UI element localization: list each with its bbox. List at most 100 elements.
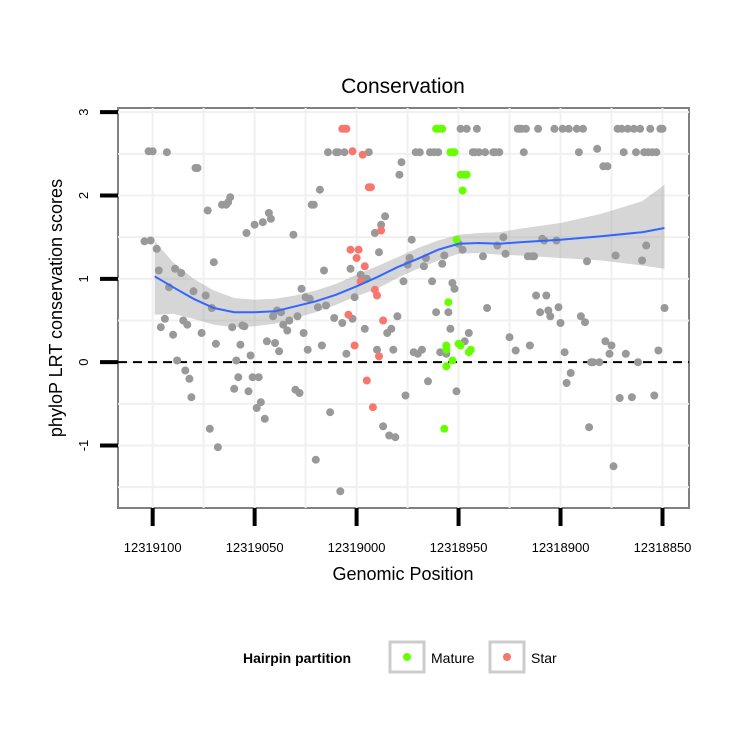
point-other bbox=[185, 374, 194, 383]
point-mature bbox=[440, 424, 449, 433]
point-other bbox=[271, 339, 279, 347]
point-other bbox=[511, 346, 520, 355]
point-other bbox=[589, 358, 598, 367]
point-other bbox=[209, 258, 218, 267]
point-mature bbox=[442, 362, 451, 371]
point-other bbox=[162, 148, 171, 157]
point-other bbox=[181, 366, 190, 375]
point-other bbox=[373, 345, 381, 354]
point-other bbox=[505, 333, 514, 342]
point-other bbox=[148, 147, 157, 156]
point-other bbox=[621, 349, 630, 358]
point-star bbox=[358, 150, 367, 159]
x-tick-label: 12318850 bbox=[634, 540, 692, 555]
point-other bbox=[405, 254, 414, 262]
point-other bbox=[638, 256, 647, 265]
point-other bbox=[320, 266, 328, 275]
point-other bbox=[297, 284, 306, 293]
point-other bbox=[456, 124, 465, 133]
point-other bbox=[213, 443, 222, 452]
point-star bbox=[375, 352, 383, 361]
point-other bbox=[536, 308, 545, 317]
x-tick-label: 12319050 bbox=[226, 540, 284, 555]
x-axis-label: Genomic Position bbox=[332, 564, 473, 584]
point-other bbox=[262, 337, 271, 346]
point-other bbox=[519, 148, 528, 157]
point-other bbox=[250, 220, 259, 229]
x-tick-label: 12319100 bbox=[124, 540, 182, 555]
point-other bbox=[303, 345, 312, 354]
point-star bbox=[377, 226, 386, 235]
point-star bbox=[350, 341, 359, 350]
chart-title: Conservation bbox=[341, 75, 465, 98]
point-other bbox=[399, 277, 408, 286]
point-mature bbox=[448, 356, 457, 365]
point-other bbox=[401, 391, 410, 400]
point-other bbox=[652, 148, 661, 157]
point-star bbox=[346, 245, 355, 254]
point-star bbox=[360, 262, 369, 271]
point-other bbox=[385, 431, 394, 440]
point-other bbox=[232, 356, 241, 365]
x-tick-label: 12318900 bbox=[532, 540, 590, 555]
point-other bbox=[154, 266, 163, 275]
point-other bbox=[346, 264, 355, 273]
point-other bbox=[226, 193, 235, 202]
point-other bbox=[389, 345, 398, 354]
point-other bbox=[554, 303, 563, 312]
point-other bbox=[438, 259, 447, 268]
point-mature bbox=[438, 124, 447, 133]
point-other bbox=[201, 291, 210, 300]
point-other bbox=[309, 200, 318, 209]
point-other bbox=[330, 314, 339, 322]
point-other bbox=[619, 148, 628, 157]
point-other bbox=[146, 236, 155, 245]
point-other bbox=[295, 389, 304, 397]
point-other bbox=[171, 264, 180, 273]
point-other bbox=[464, 329, 473, 337]
point-other bbox=[240, 322, 249, 331]
point-other bbox=[364, 148, 373, 157]
point-other bbox=[244, 387, 253, 396]
point-other bbox=[436, 348, 445, 357]
point-other bbox=[479, 252, 487, 261]
y-tick-label: -1 bbox=[76, 440, 91, 452]
point-other bbox=[285, 316, 294, 325]
legend-label-mature: Mature bbox=[431, 650, 475, 666]
point-mature bbox=[444, 298, 453, 307]
point-star bbox=[362, 376, 371, 385]
point-mature bbox=[442, 341, 451, 350]
point-other bbox=[546, 312, 555, 321]
point-other bbox=[334, 148, 343, 157]
point-other bbox=[173, 356, 182, 365]
point-other bbox=[424, 377, 432, 386]
point-other bbox=[203, 206, 212, 215]
point-other bbox=[256, 398, 265, 407]
point-other bbox=[266, 214, 275, 223]
point-other bbox=[434, 148, 443, 157]
point-other bbox=[299, 329, 308, 337]
point-other bbox=[360, 324, 369, 333]
point-other bbox=[183, 320, 192, 329]
point-other bbox=[370, 229, 379, 237]
point-other bbox=[562, 379, 571, 387]
point-other bbox=[248, 373, 257, 382]
point-mature bbox=[456, 341, 465, 350]
point-other bbox=[576, 312, 585, 321]
x-tick-label: 12319000 bbox=[328, 540, 386, 555]
point-other bbox=[581, 318, 589, 327]
point-other bbox=[187, 393, 196, 402]
point-other bbox=[419, 262, 428, 271]
point-other bbox=[501, 249, 510, 258]
point-other bbox=[254, 373, 263, 382]
point-other bbox=[311, 455, 320, 464]
point-mature bbox=[452, 235, 461, 244]
point-other bbox=[558, 124, 567, 133]
point-other bbox=[611, 251, 620, 260]
point-other bbox=[530, 252, 538, 261]
point-other bbox=[338, 319, 347, 327]
point-other bbox=[160, 314, 169, 323]
point-other bbox=[623, 124, 632, 133]
point-other bbox=[607, 341, 616, 350]
